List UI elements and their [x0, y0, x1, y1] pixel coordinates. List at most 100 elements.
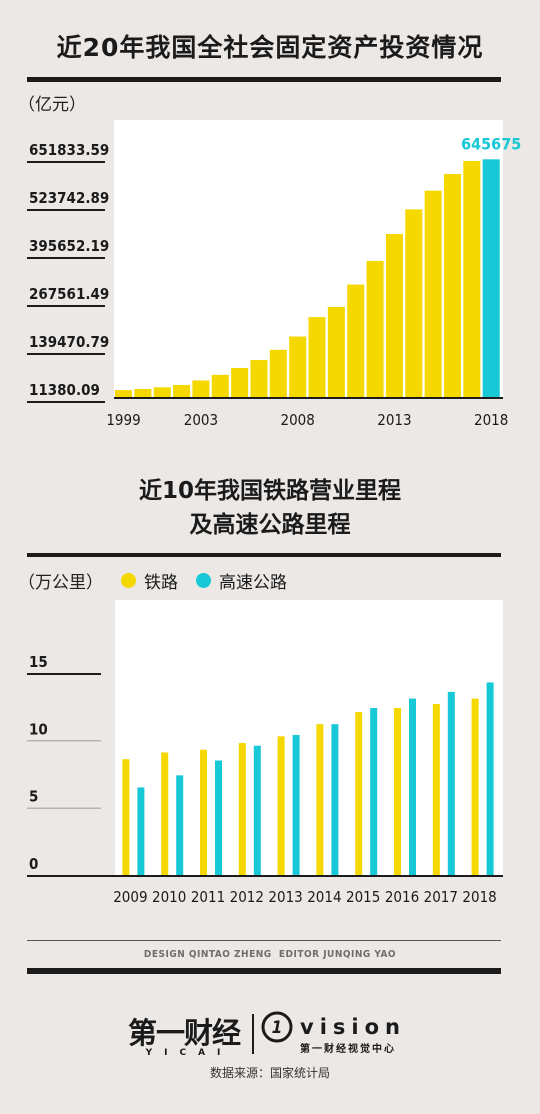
chart1-unit-label: （亿元） — [18, 95, 86, 115]
chart1-highlight-label: 645675 — [461, 134, 521, 153]
chart1-xtick-label: 2008 — [281, 411, 315, 429]
chart1-ytick-label: 395652.19 — [29, 237, 109, 255]
legend-highway-swatch — [196, 573, 211, 588]
chart2-ytick-rule — [27, 807, 101, 809]
chart1-bar — [405, 209, 423, 397]
chart2-title-line2: 及高速公路里程 — [189, 512, 351, 538]
credits-rule — [27, 940, 501, 941]
chart2-ytick-rule — [27, 673, 101, 675]
chart2-bar-railway — [277, 736, 285, 875]
chart1-xtick-label: 2018 — [474, 411, 508, 429]
chart2-xtick-label: 2010 — [152, 888, 186, 906]
chart1-title: 近20年我国全社会固定资产投资情况 — [56, 33, 484, 62]
chart2-unit-label: （万公里） — [18, 573, 103, 593]
chart1-xtick-label: 2003 — [184, 411, 218, 429]
chart1-xtick-label: 2013 — [377, 411, 411, 429]
chart2-bar-railway — [394, 708, 401, 875]
chart1-bar — [269, 349, 287, 397]
logo-divider — [252, 1014, 254, 1054]
chart1-plot: 651833.59 523742.89 395652.19 267561.49 1394… — [27, 120, 521, 429]
svg-text:1: 1 — [272, 1018, 283, 1038]
vision-logo: 1 vision 第一财经视觉中心 — [260, 1010, 420, 1055]
yicai-logo-name: 第一财经 — [127, 1016, 241, 1050]
yicai-logo: 第一财经 YICAI — [120, 1010, 248, 1058]
chart1-title-rule — [27, 77, 501, 82]
chart1-ytick-label: 139470.79 — [29, 333, 109, 351]
chart2-bar-highway — [409, 698, 416, 875]
chart1-bar — [385, 234, 403, 397]
chart2-xtick-label: 2013 — [268, 888, 302, 906]
legend-highway-label: 高速公路 — [219, 573, 287, 593]
chart2-bar-highway — [370, 708, 378, 875]
chart2-bar-highway — [137, 787, 145, 875]
chart1-ytick-rule — [27, 305, 105, 307]
chart1-ytick-rule — [27, 161, 105, 163]
chart1-ytick-label: 523742.89 — [29, 189, 109, 207]
legend-railway-label: 铁路 — [144, 573, 178, 593]
vision-wordmark: vision — [300, 1015, 406, 1039]
chart2-bar-highway — [292, 734, 300, 875]
vision-circle-icon: 1 — [261, 1011, 293, 1043]
chart2-ytick-rule — [27, 740, 101, 742]
chart1-ytick-rule — [27, 209, 105, 211]
chart2-baseline — [27, 875, 503, 877]
chart2-legend-row: （万公里） 铁路 高速公路 — [18, 568, 287, 593]
chart2-ytick-label: 5 — [29, 788, 38, 806]
chart2-bar-railway — [432, 703, 440, 875]
chart2-ytick-label: 15 — [29, 653, 48, 671]
chart1-bar — [173, 384, 191, 397]
chart2-bar-highway — [447, 691, 455, 875]
chart1-bar — [153, 387, 171, 397]
chart1-bar — [347, 284, 365, 397]
chart1-bar — [192, 380, 210, 397]
chart2-plot: 15 10 5 0 2009 2010 2011 2012 2013 2014 2015 2016 20… — [27, 600, 503, 906]
credits: DESIGN QINTAO ZHENG EDITOR JUNQING YAO — [143, 949, 397, 960]
chart1-ytick-rule — [27, 401, 105, 403]
chart2-bar-highway — [486, 682, 494, 875]
chart1-bar — [308, 317, 326, 397]
chart2-xtick-label: 2017 — [424, 888, 458, 906]
chart1-xtick-label: 1999 — [106, 411, 140, 429]
chart2-ytick-label: 10 — [29, 720, 48, 738]
chart1-bar — [134, 388, 152, 397]
chart1-bar — [482, 159, 500, 397]
chart2-xtick-label: 2018 — [462, 888, 496, 906]
chart2-xtick-label: 2012 — [230, 888, 264, 906]
chart1-ytick-label: 11380.09 — [29, 381, 100, 399]
chart1-bar — [366, 260, 384, 397]
vision-logo-row: 1 vision — [260, 1010, 420, 1044]
chart2-bar-highway — [331, 724, 339, 875]
chart2-bar-railway — [200, 749, 207, 875]
chart1-bar — [327, 306, 345, 397]
chart1-bar — [463, 160, 481, 397]
chart1-bar — [443, 174, 461, 397]
chart2-bar-highway — [253, 745, 261, 875]
chart1-bar — [115, 390, 133, 397]
chart2-xtick-label: 2011 — [191, 888, 225, 906]
chart1-ytick-label: 651833.59 — [29, 141, 109, 159]
data-source: 数据来源：国家统计局 — [209, 1066, 330, 1080]
chart2-title-rule — [27, 553, 501, 557]
chart2-bar-highway — [215, 760, 222, 875]
chart2-bar-railway — [161, 752, 169, 875]
legend-railway: 铁路 — [121, 568, 178, 593]
chart1-ytick-rule — [27, 257, 105, 259]
vision-sub: 第一财经视觉中心 — [300, 1044, 396, 1055]
chart1-baseline — [114, 397, 503, 399]
legend-highway: 高速公路 — [196, 568, 287, 593]
chart2-xtick-label: 2016 — [385, 888, 419, 906]
chart2-xtick-label: 2009 — [113, 888, 147, 906]
chart1-ytick-rule — [27, 353, 105, 355]
chart2-ytick-label: 0 — [29, 855, 38, 873]
chart2-bar-railway — [471, 698, 479, 875]
chart2-xtick-label: 2014 — [307, 888, 341, 906]
chart1-bar — [211, 374, 229, 397]
legend-railway-swatch — [121, 573, 136, 588]
chart2-bar-railway — [316, 724, 324, 875]
chart2-bar-highway — [176, 775, 184, 875]
chart2-bar-railway — [355, 712, 363, 875]
chart1-bar — [289, 336, 307, 397]
chart2-bar-railway — [122, 759, 130, 875]
chart2-bar-railway — [238, 743, 246, 875]
chart2-title-line1: 近10年我国铁路营业里程 — [138, 478, 401, 504]
